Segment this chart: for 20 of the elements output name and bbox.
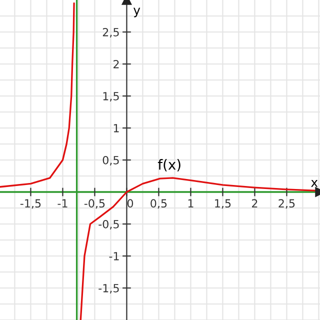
x-tick-label: -0,5 <box>84 199 105 209</box>
x-tick-label: 1,5 <box>215 199 231 209</box>
y-tick-label: 1,5 <box>103 92 119 102</box>
x-tick-label: 2 <box>252 199 258 208</box>
x-tick-label: 0,5 <box>150 199 167 209</box>
x-tick-label: 1 <box>188 199 194 208</box>
y-tick-label: 1 <box>114 124 119 132</box>
x-axis-title: x <box>311 180 318 187</box>
y-tick-label: 2 <box>114 60 119 68</box>
y-tick-label: -0,5 <box>98 220 119 230</box>
y-tick-label: 0,5 <box>102 156 119 166</box>
y-tick-label: -1,5 <box>98 284 119 294</box>
y-tick-label: 2,5 <box>102 28 119 38</box>
x-tick-label: 0 <box>127 199 134 208</box>
x-tick-label: -1,5 <box>20 199 41 209</box>
annotation: f(x) <box>158 159 180 172</box>
x-tick-label: -1 <box>58 199 68 208</box>
y-axis-title: y <box>133 8 140 18</box>
y-tick-label: -1 <box>109 252 119 260</box>
x-tick-label: 2,5 <box>278 199 295 209</box>
